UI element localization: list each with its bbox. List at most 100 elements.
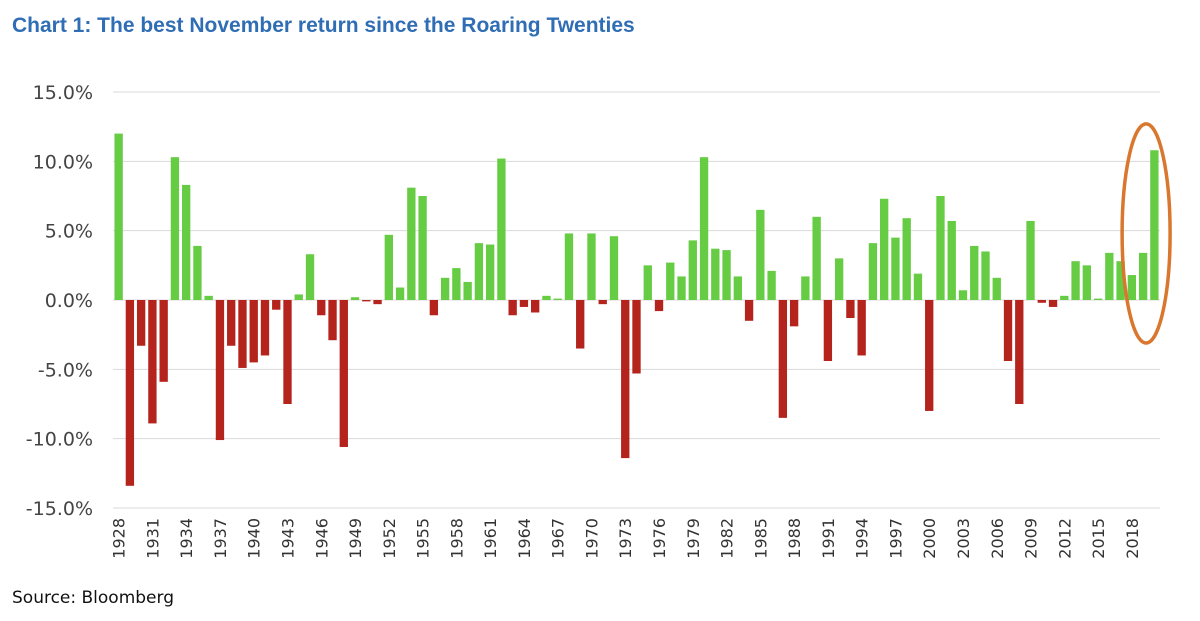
- bar: [159, 300, 168, 382]
- y-tick-label: 15.0%: [33, 82, 93, 104]
- bar: [485, 244, 495, 300]
- bar: [508, 300, 517, 316]
- bar: [1138, 252, 1148, 300]
- y-tick-label: 5.0%: [45, 221, 93, 243]
- bar: [947, 220, 956, 300]
- x-tick-label: 2006: [988, 518, 1007, 559]
- bar: [553, 298, 562, 300]
- bar: [643, 265, 652, 300]
- bar: [823, 300, 833, 362]
- x-tick-label: 1982: [718, 518, 737, 559]
- bar: [542, 295, 551, 300]
- bar: [283, 300, 292, 404]
- bar: [1071, 261, 1080, 300]
- bar: [350, 297, 360, 300]
- x-tick-label: 1952: [380, 518, 399, 559]
- bar: [1150, 150, 1159, 300]
- chart-title: Chart 1: The best November return since …: [12, 14, 635, 37]
- x-tick-label: 1934: [177, 518, 196, 559]
- x-tick-label: 1937: [211, 518, 230, 559]
- x-tick-label: 1979: [684, 518, 703, 559]
- bar: [789, 300, 799, 327]
- bar: [215, 300, 225, 441]
- x-tick-label: 1985: [751, 518, 770, 559]
- x-axis-ticks: 1928 1931 1934 1937 1940 1943 1946 1949 1952 1955…: [110, 518, 1142, 559]
- bar: [395, 287, 405, 300]
- x-tick-label: 1991: [819, 518, 838, 559]
- bar: [339, 300, 348, 447]
- bar: [1082, 265, 1091, 300]
- x-tick-label: 1976: [650, 518, 669, 559]
- bar: [373, 300, 382, 305]
- bar: [305, 254, 315, 300]
- bar: [1037, 300, 1046, 303]
- bars: [114, 133, 1159, 486]
- bar: [497, 158, 506, 300]
- bar: [148, 300, 157, 424]
- bar: [587, 233, 596, 300]
- highlight-annotation: [1120, 122, 1172, 345]
- bar: [970, 245, 979, 300]
- bar: [925, 300, 934, 411]
- bar: [1093, 298, 1103, 300]
- bar: [632, 300, 641, 374]
- x-tick-label: 1955: [414, 518, 433, 559]
- bar: [576, 300, 585, 349]
- y-tick-label: -10.0%: [26, 429, 93, 451]
- bar: [474, 243, 484, 300]
- x-tick-label: 2012: [1055, 518, 1074, 559]
- bar: [677, 276, 686, 300]
- highlight-ellipse: [1120, 122, 1172, 345]
- x-tick-label: 1973: [616, 518, 635, 559]
- bar: [294, 294, 303, 300]
- x-tick-label: 1967: [549, 518, 568, 559]
- bar: [1048, 300, 1058, 307]
- bar: [880, 198, 889, 300]
- bar: [1105, 252, 1114, 300]
- x-tick-label: 1946: [312, 518, 331, 559]
- bar: [958, 290, 968, 300]
- x-tick-label: 2003: [954, 518, 973, 559]
- bar: [328, 300, 337, 341]
- bar: [193, 245, 202, 300]
- bar: [756, 209, 765, 300]
- bar: [317, 300, 326, 316]
- bar: [891, 237, 900, 300]
- bar: [733, 276, 742, 300]
- bar: [981, 251, 990, 300]
- bar: [114, 133, 123, 300]
- bar: [699, 157, 709, 300]
- bar: [913, 273, 923, 300]
- bar: [868, 243, 878, 300]
- bar: [362, 300, 371, 302]
- y-tick-label: -5.0%: [38, 359, 93, 381]
- bar: [531, 300, 540, 313]
- x-tick-label: 1943: [279, 518, 298, 559]
- bar: [666, 262, 675, 300]
- bar: [711, 248, 720, 300]
- x-tick-label: 1958: [447, 518, 466, 559]
- bar: [452, 268, 461, 300]
- y-tick-label: 0.0%: [45, 290, 93, 312]
- bar: [812, 216, 821, 300]
- bar: [621, 300, 630, 459]
- bar: [1060, 295, 1069, 300]
- bar: [1116, 261, 1125, 300]
- x-tick-label: 1970: [582, 518, 601, 559]
- x-tick-label: 2015: [1089, 518, 1108, 559]
- x-tick-label: 2009: [1022, 518, 1041, 559]
- bar: [834, 258, 844, 300]
- x-tick-label: 1964: [515, 518, 534, 559]
- bar: [238, 300, 247, 368]
- bar: [204, 295, 213, 300]
- bar: [125, 300, 135, 486]
- bar: [227, 300, 236, 346]
- y-tick-label: -15.0%: [26, 498, 93, 520]
- x-tick-label: 1961: [481, 518, 500, 559]
- bar: [182, 184, 191, 300]
- bar: [249, 300, 258, 363]
- bar: [136, 300, 146, 346]
- source-note: Source: Bloomberg: [12, 588, 174, 608]
- bar: [992, 277, 1001, 300]
- bar: [846, 300, 855, 319]
